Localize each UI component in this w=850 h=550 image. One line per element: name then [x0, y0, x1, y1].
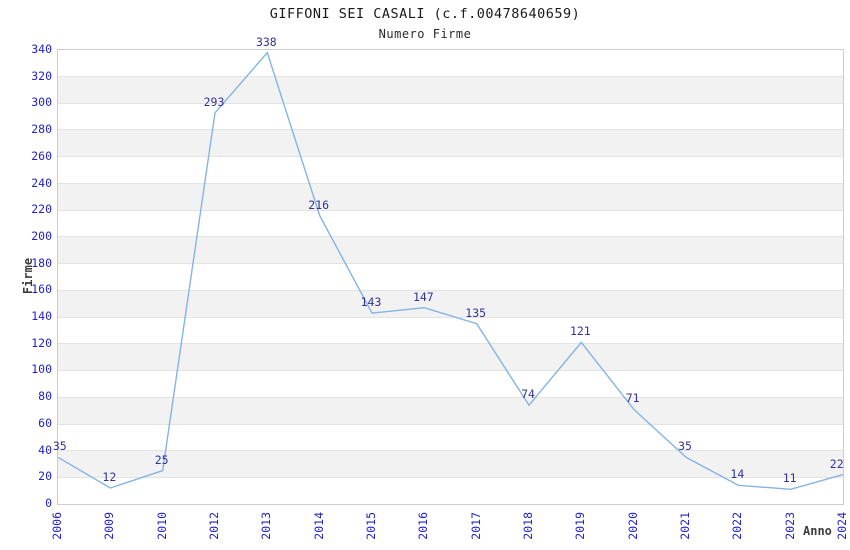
x-tick-label: 2013	[259, 512, 274, 540]
x-tick-label: 2018	[521, 512, 535, 540]
data-point-label: 135	[465, 305, 487, 320]
grid-bands	[58, 50, 843, 505]
y-tick-label: 280	[31, 122, 52, 137]
chart-title: GIFFONI SEI CASALI (c.f.00478640659)	[269, 6, 581, 22]
x-tick-label: 2017	[468, 512, 483, 540]
x-tick-label: 2010	[154, 512, 169, 540]
y-tick-label: 20	[38, 469, 52, 484]
grid-band	[58, 102, 843, 130]
data-point-label: 71	[625, 391, 640, 406]
y-tick-label: 160	[31, 282, 52, 297]
chart-subtitle: Numero Firme	[378, 27, 472, 41]
x-tick-label: 2012	[207, 512, 221, 540]
x-tick-label: 2016	[416, 512, 431, 540]
x-tick-label: 2023	[782, 512, 797, 540]
series-line	[57, 51, 844, 491]
x-tick-label: 2022	[730, 512, 745, 540]
data-point-label: 293	[203, 94, 225, 109]
grid-band	[58, 343, 843, 371]
x-tick-label: 2019	[573, 512, 588, 540]
data-point-label: 35	[52, 439, 67, 454]
grid-band	[58, 50, 843, 76]
y-tick-label: 300	[31, 95, 52, 110]
data-point-label: 147	[412, 289, 434, 304]
data-point-label: 143	[360, 295, 382, 310]
x-axis-title: Anno	[803, 524, 832, 538]
grid-band	[58, 450, 843, 478]
data-point-label: 22	[829, 456, 844, 471]
data-point-label: 338	[255, 34, 277, 49]
data-point-label: 25	[154, 452, 169, 467]
data-point-label: 35	[678, 439, 692, 454]
y-tick-label: 140	[31, 309, 52, 324]
grid-band	[58, 129, 843, 157]
y-tick-label: 100	[31, 362, 52, 377]
grid-band	[58, 396, 843, 424]
data-point-label: 11	[782, 471, 797, 486]
grid-band	[58, 370, 843, 397]
y-tick-label: 80	[38, 389, 52, 404]
y-tick-label: 260	[31, 148, 52, 163]
x-tick-label: 2009	[102, 512, 117, 540]
x-tick-label: 2020	[625, 512, 640, 540]
grid-band	[58, 182, 843, 210]
data-point-label: 216	[308, 197, 330, 212]
y-tick-label: 240	[31, 175, 52, 190]
grid-band	[58, 156, 843, 183]
grid-band	[58, 477, 843, 505]
x-tick-label: 2006	[50, 512, 64, 540]
y-tick-label: 40	[38, 442, 52, 457]
grid-band	[58, 75, 843, 103]
y-tick-label: 220	[31, 202, 52, 217]
line-series	[57, 51, 844, 491]
y-tick-label: 60	[38, 415, 52, 430]
y-tick-label: 180	[31, 255, 52, 270]
x-tick-label: 2014	[311, 512, 326, 540]
grid-band	[58, 209, 843, 237]
data-point-label: 121	[569, 324, 591, 339]
y-tick-label: 200	[31, 228, 52, 243]
grid-band	[58, 423, 843, 451]
x-tick-label: 2021	[678, 512, 692, 540]
grid-band	[58, 236, 843, 264]
plot-area	[57, 49, 844, 505]
data-point-label: 14	[730, 467, 745, 482]
y-tick-label: 340	[31, 42, 52, 56]
x-tick-label: 2015	[364, 512, 378, 540]
x-tick-label: 2024	[835, 512, 849, 540]
y-tick-label: 320	[31, 68, 52, 83]
y-tick-label: 120	[31, 335, 52, 350]
data-point-label: 74	[521, 387, 535, 402]
grid-band	[58, 263, 843, 290]
data-point-label: 12	[102, 469, 117, 484]
grid-band	[58, 316, 843, 344]
y-tick-label: 0	[45, 496, 52, 510]
